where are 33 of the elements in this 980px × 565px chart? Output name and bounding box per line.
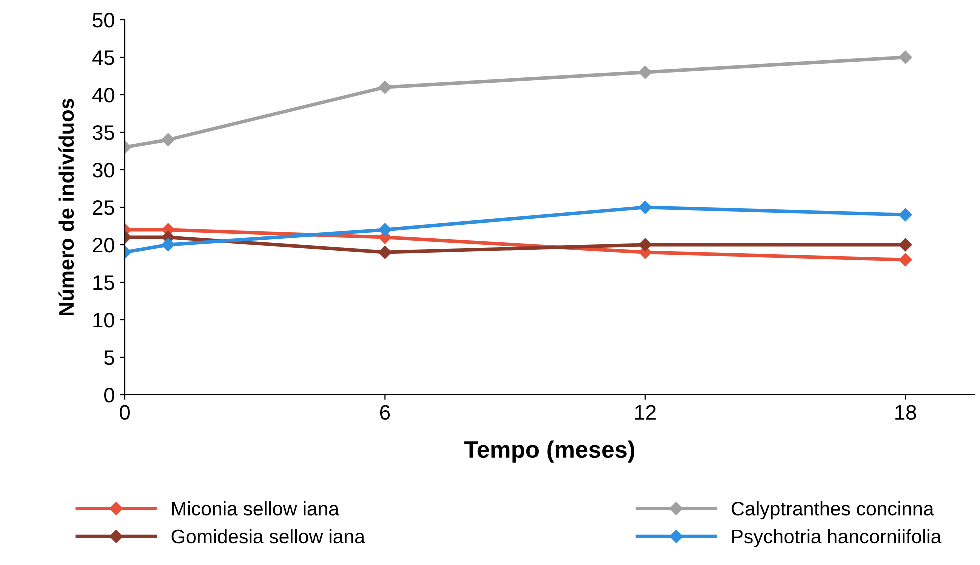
point [378,246,392,260]
point [899,253,912,267]
point [638,200,652,214]
y-tick-label: 35 [92,126,114,140]
y-tick-label: 20 [93,238,114,253]
point [899,238,912,252]
y-tick-label: 25 [93,200,114,216]
y-tick-label: 10 [94,313,114,328]
legend-label: Miconia sellow iana [172,502,340,516]
y-tick-label: 15 [94,276,114,290]
point [162,238,175,252]
x-tick-label: 12 [635,405,656,420]
y-tick-label: 5 [104,350,114,366]
y-tick-label: 40 [92,88,114,103]
point [638,238,652,252]
x-tick-label: 0 [120,405,130,420]
x-axis-title: Tempo (meses) [464,440,635,463]
y-tick-label: 45 [92,50,114,66]
legend-label: Psychotria hancorniifolia [732,529,942,548]
point [162,133,175,147]
point [378,223,392,237]
y-tick-label: 30 [92,163,114,178]
x-tick-label: 6 [380,405,390,420]
point [899,208,912,222]
y-axis-title: Número de indivíduos [58,98,74,316]
point [378,80,392,94]
x-tick-label: 18 [896,405,916,420]
y-tick-label: 0 [104,388,114,403]
y-tick-label: 50 [92,13,114,28]
legend-label: Calyptranthes concinna [732,502,934,520]
point [899,50,912,64]
point [638,66,652,80]
legend-label: Gomidesia sellow iana [172,529,366,544]
